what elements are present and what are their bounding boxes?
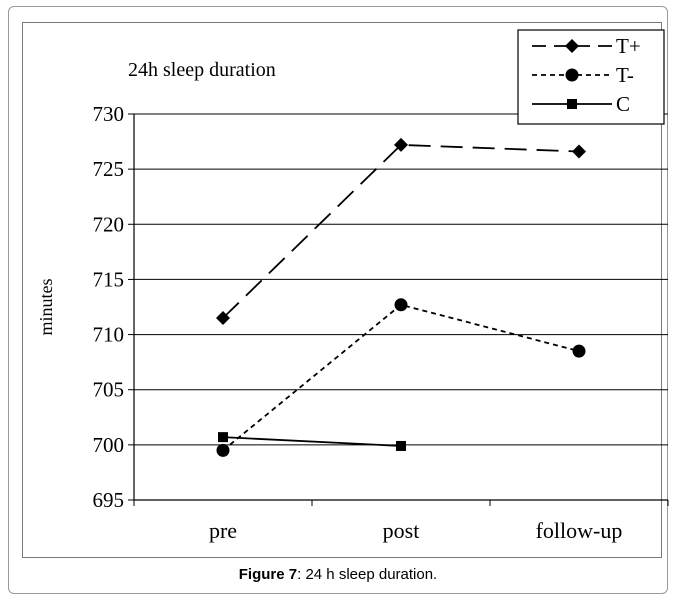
- data-point-c: [218, 432, 228, 443]
- y-tick-label: 700: [93, 433, 125, 457]
- y-tick-labels: 695 700 705 710 715 720 725 730: [93, 102, 125, 512]
- series-line-tplus: [222, 143, 580, 319]
- data-point-tplus: [394, 137, 408, 152]
- figure-caption: Figure 7: 24 h sleep duration.: [0, 566, 676, 583]
- data-point-tminus: [394, 298, 408, 312]
- legend-marker-tminus: [565, 68, 579, 82]
- legend-box: [517, 29, 665, 125]
- legend: T+ T- C: [517, 29, 665, 125]
- legend-label-tminus: T-: [616, 63, 634, 87]
- series-line-tminus: [222, 303, 580, 452]
- x-tick-label: follow-up: [536, 518, 623, 543]
- data-point-tplus: [572, 144, 586, 159]
- data-point-c: [396, 440, 406, 451]
- y-tick-label: 705: [93, 378, 125, 402]
- axes: [133, 114, 668, 501]
- y-tick-label: 730: [93, 102, 125, 126]
- legend-marker-c: [567, 99, 577, 109]
- x-tick-labels: pre post follow-up: [209, 518, 622, 543]
- y-tick-label: 725: [93, 157, 125, 181]
- legend-label-tplus: T+: [616, 34, 641, 58]
- caption-text: : 24 h sleep duration.: [297, 566, 438, 583]
- y-axis-label: minutes: [36, 279, 56, 336]
- caption-label: Figure 7: [238, 566, 298, 583]
- y-tick-label: 710: [93, 323, 125, 347]
- chart-title: 24h sleep duration: [128, 59, 276, 81]
- y-tick-label: 695: [93, 488, 125, 512]
- data-point-tminus: [216, 443, 230, 457]
- series-line-c: [222, 436, 402, 447]
- series: [216, 137, 586, 457]
- y-tick-label: 720: [93, 212, 125, 236]
- data-point-tminus: [572, 344, 586, 358]
- x-tick-label: pre: [209, 518, 237, 543]
- y-tick-label: 715: [93, 267, 125, 291]
- x-tick-label: post: [383, 518, 420, 543]
- legend-marker-tplus: [565, 39, 579, 53]
- data-point-tplus: [216, 311, 230, 326]
- legend-label-c: C: [616, 92, 630, 116]
